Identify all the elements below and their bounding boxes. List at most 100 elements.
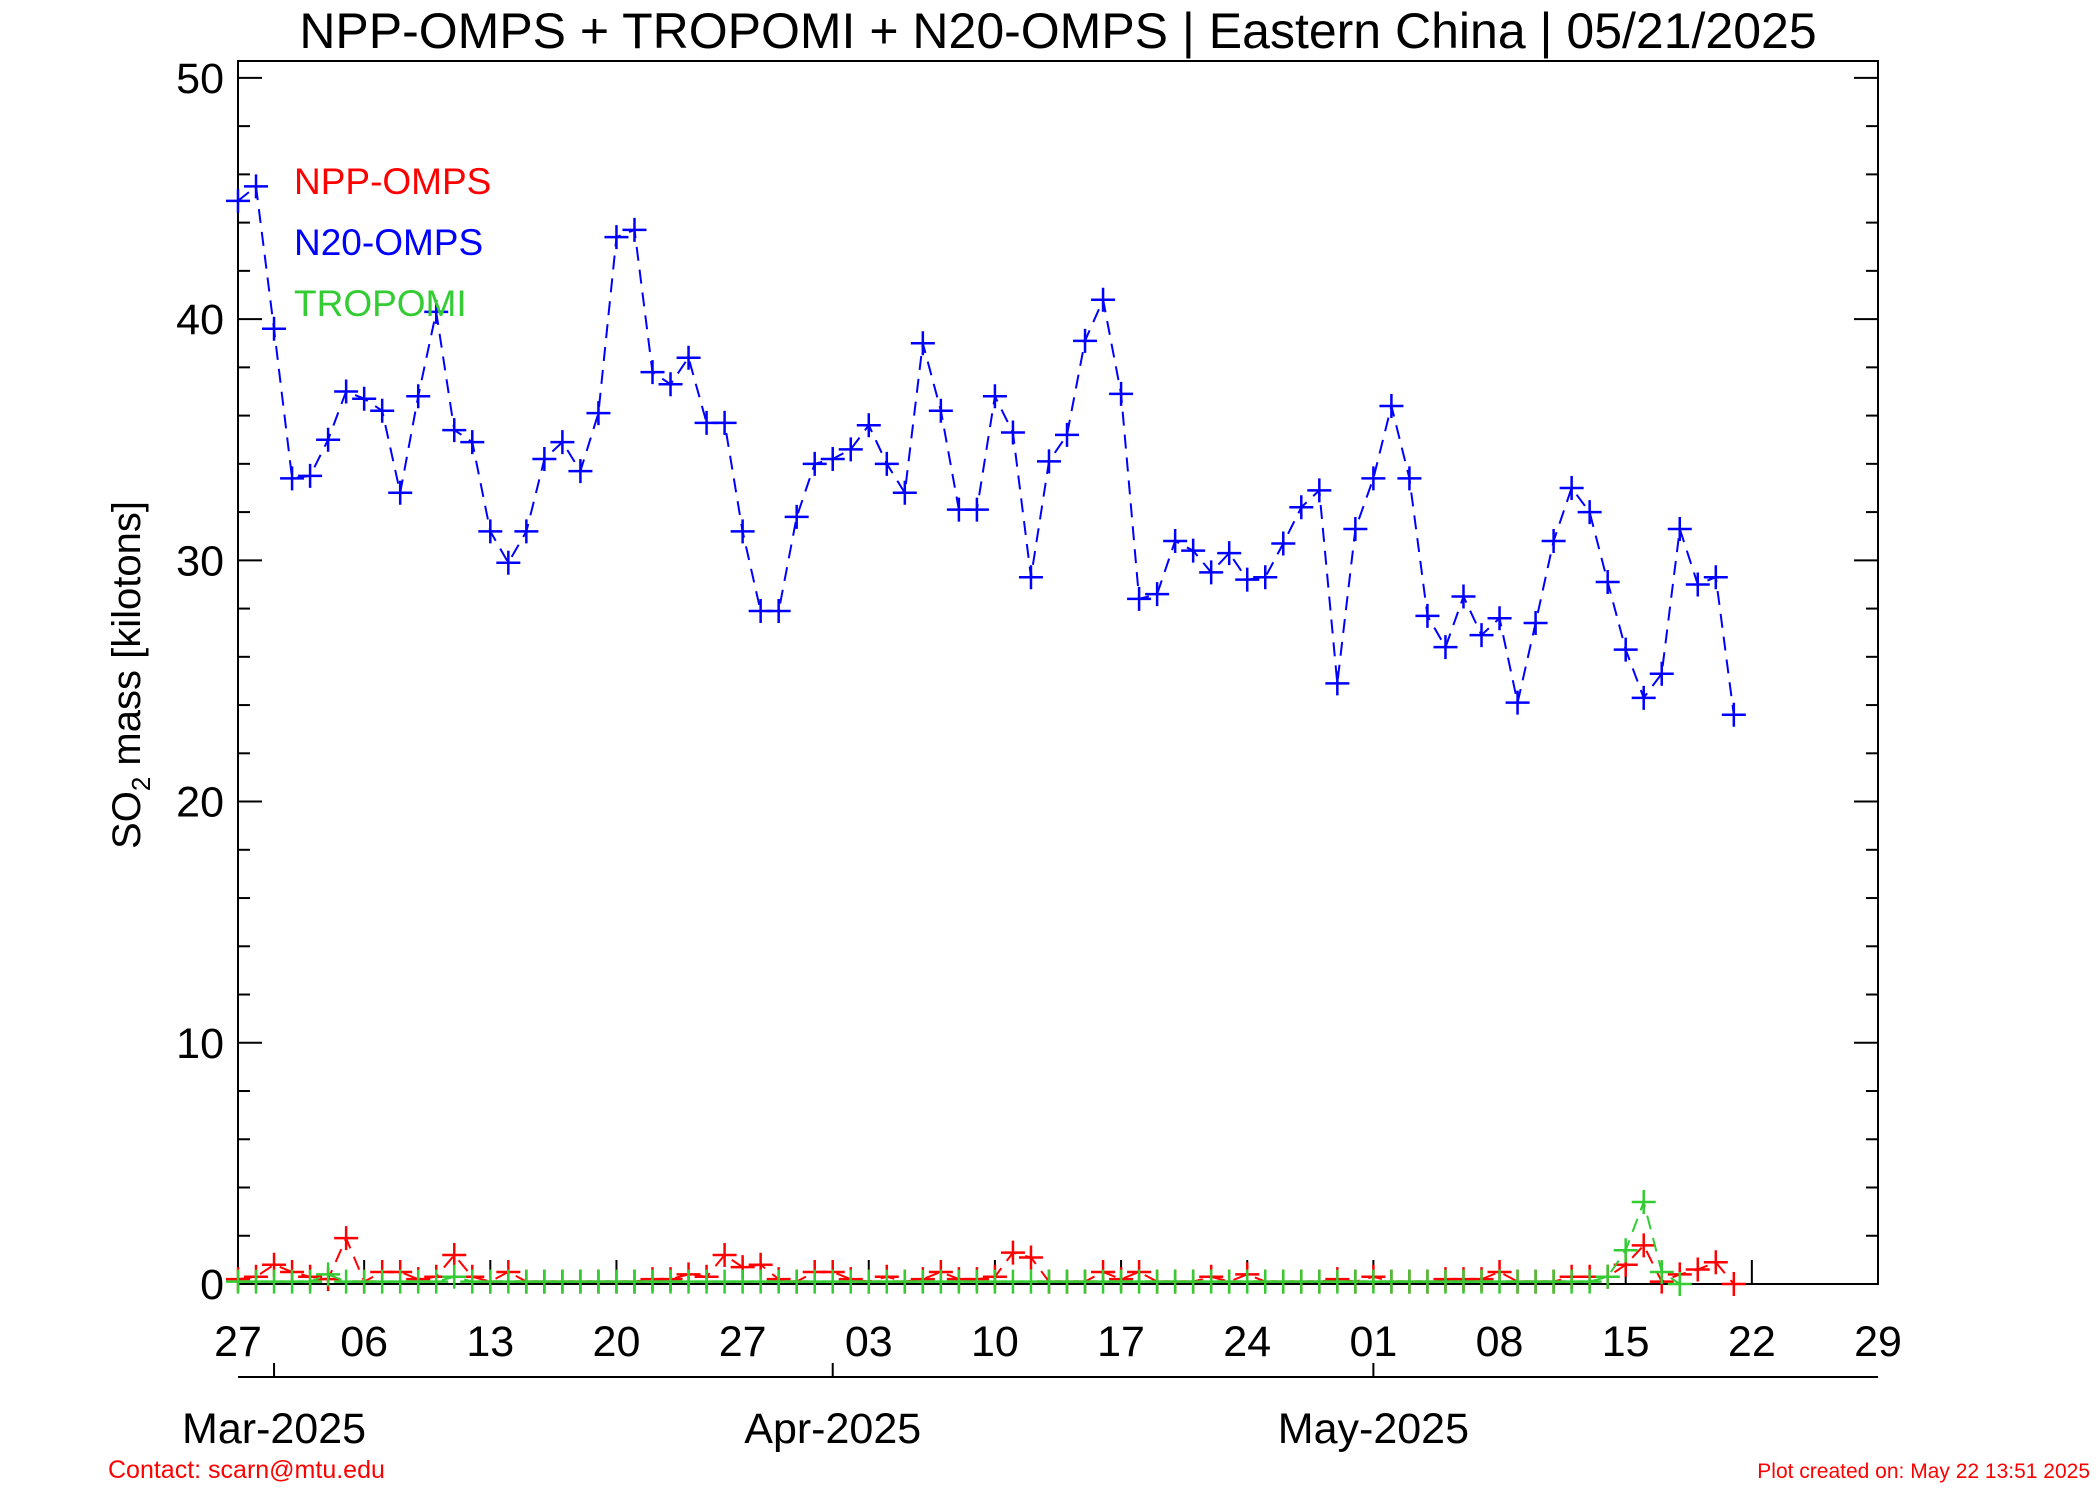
point-marker xyxy=(442,1264,467,1289)
point-marker xyxy=(1145,582,1170,607)
point-marker xyxy=(1631,1233,1656,1258)
point-marker xyxy=(622,217,647,242)
point-marker xyxy=(1379,393,1404,418)
x-tick-label: 08 xyxy=(1476,1318,1524,1366)
point-marker xyxy=(1667,1272,1692,1296)
y-tick-label: 20 xyxy=(176,779,224,827)
point-marker xyxy=(1181,538,1206,563)
month-label: May-2025 xyxy=(1278,1405,1469,1453)
point-marker xyxy=(892,480,917,505)
point-marker xyxy=(1595,1264,1620,1289)
point-marker xyxy=(1721,702,1746,727)
point-marker xyxy=(604,225,629,250)
point-marker xyxy=(1469,623,1494,648)
point-marker xyxy=(442,418,467,443)
x-tick-label: 22 xyxy=(1728,1318,1776,1366)
point-marker xyxy=(460,430,485,455)
point-marker xyxy=(424,1269,449,1294)
point-marker xyxy=(1703,1250,1728,1275)
point-marker xyxy=(1721,1272,1746,1296)
point-marker xyxy=(586,401,611,426)
point-marker xyxy=(1361,466,1386,491)
point-marker xyxy=(856,413,881,438)
point-marker xyxy=(352,386,377,411)
point-marker xyxy=(1577,1269,1602,1294)
point-marker xyxy=(1685,1257,1710,1282)
point-marker xyxy=(712,1243,737,1268)
point-marker xyxy=(1253,565,1278,590)
legend-entry: TROPOMI xyxy=(294,283,467,324)
point-marker xyxy=(1613,1238,1638,1263)
x-tick-label: 15 xyxy=(1602,1318,1650,1366)
point-marker xyxy=(316,427,341,452)
x-tick-label: 17 xyxy=(1097,1318,1145,1366)
month-label: Apr-2025 xyxy=(744,1405,921,1453)
point-marker xyxy=(1091,287,1116,312)
legend-entry: NPP-OMPS xyxy=(294,161,491,202)
point-marker xyxy=(1325,671,1350,696)
chart-title: NPP-OMPS + TROPOMI + N20-OMPS | Eastern … xyxy=(299,3,1816,59)
point-marker xyxy=(550,430,575,455)
x-tick-label: 29 xyxy=(1854,1318,1902,1366)
point-marker xyxy=(280,466,305,491)
x-tick-label: 27 xyxy=(214,1318,262,1366)
point-marker xyxy=(316,1262,341,1287)
x-tick-label: 10 xyxy=(971,1318,1019,1366)
point-marker xyxy=(784,504,809,529)
point-marker xyxy=(1163,529,1188,554)
legend-entry: N20-OMPS xyxy=(294,222,483,263)
point-marker xyxy=(406,384,431,409)
point-marker xyxy=(262,316,287,341)
point-marker xyxy=(1000,1240,1025,1265)
point-marker xyxy=(1289,495,1314,520)
point-marker xyxy=(1631,685,1656,710)
y-label-sub: 2 xyxy=(126,777,156,791)
x-tick-label: 24 xyxy=(1223,1318,1271,1366)
point-marker xyxy=(910,331,935,356)
point-marker xyxy=(334,1226,359,1251)
y-tick-label: 10 xyxy=(176,1020,224,1068)
point-marker xyxy=(1685,572,1710,597)
point-marker xyxy=(1595,570,1620,595)
point-marker xyxy=(1415,603,1440,628)
point-marker xyxy=(226,188,250,213)
point-marker xyxy=(1109,381,1134,406)
point-marker xyxy=(424,299,449,324)
point-marker xyxy=(1523,611,1548,636)
point-marker xyxy=(640,360,665,385)
point-marker xyxy=(1055,422,1080,447)
point-marker xyxy=(244,174,269,199)
point-marker xyxy=(1127,586,1152,611)
point-marker xyxy=(1217,541,1242,566)
point-marker xyxy=(496,550,521,575)
point-marker xyxy=(1559,475,1584,500)
point-marker xyxy=(766,598,791,623)
point-marker xyxy=(1343,516,1368,541)
point-marker xyxy=(874,451,899,476)
y-axis-label: SO2 mass [kilotons] xyxy=(105,501,156,849)
point-marker xyxy=(1271,531,1296,556)
point-marker xyxy=(1667,516,1692,541)
point-marker xyxy=(820,447,845,472)
y-label-main: SO xyxy=(105,791,149,849)
point-marker xyxy=(1000,420,1025,445)
point-marker xyxy=(802,451,827,476)
point-marker xyxy=(514,519,539,544)
point-marker xyxy=(1073,328,1098,353)
point-marker xyxy=(1631,1189,1656,1214)
point-marker xyxy=(1451,584,1476,609)
point-marker xyxy=(1613,637,1638,662)
y-label-rest: mass [kilotons] xyxy=(105,501,149,777)
point-marker xyxy=(838,437,863,462)
x-tick-label: 13 xyxy=(466,1318,514,1366)
point-marker xyxy=(1199,560,1224,585)
point-marker xyxy=(532,447,557,472)
point-marker xyxy=(1036,449,1061,474)
point-marker xyxy=(298,463,323,488)
month-label: Mar-2025 xyxy=(182,1405,366,1453)
point-marker xyxy=(1235,567,1260,592)
point-marker xyxy=(1018,1245,1043,1270)
point-marker xyxy=(1433,635,1458,660)
